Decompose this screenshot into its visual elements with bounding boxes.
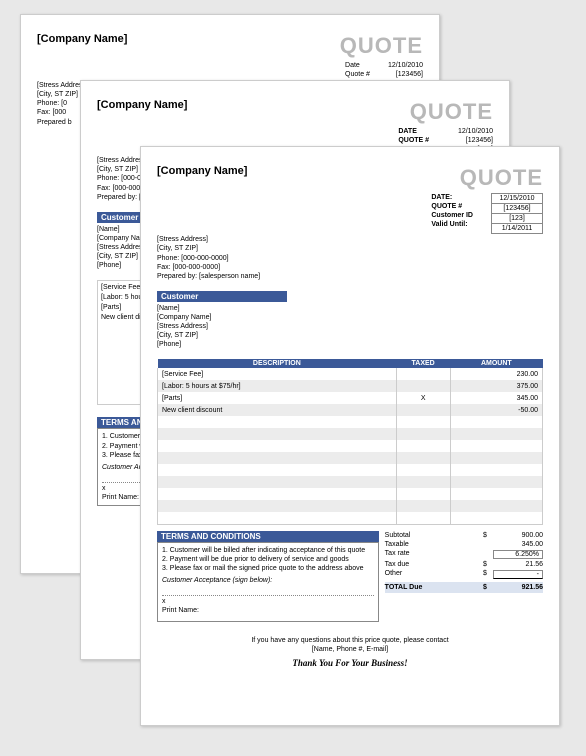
terms-box: 1. Customer will be billed after indicat… bbox=[157, 542, 379, 623]
col-amount: AMOUNT bbox=[450, 359, 542, 368]
total-due-row: TOTAL Due$921.56 bbox=[385, 582, 543, 593]
customer-block: [Name] [Company Name] [Stress Address] [… bbox=[157, 304, 543, 349]
footer: If you have any questions about this pri… bbox=[157, 636, 543, 669]
table-row: [Parts]X345.00 bbox=[158, 392, 543, 404]
table-row bbox=[158, 452, 543, 464]
line-items-table: DESCRIPTION TAXED AMOUNT [Service Fee]23… bbox=[157, 359, 543, 525]
quote-title: QUOTE bbox=[340, 33, 423, 59]
table-row bbox=[158, 500, 543, 512]
col-description: DESCRIPTION bbox=[158, 359, 397, 368]
totals-block: Subtotal$900.00 Taxable345.00 Tax rate6.… bbox=[385, 531, 543, 623]
thank-you: Thank You For Your Business! bbox=[157, 658, 543, 670]
acceptance-label: Customer Acceptance (sign below): bbox=[162, 576, 374, 585]
table-row bbox=[158, 416, 543, 428]
col-taxed: TAXED bbox=[396, 359, 450, 368]
quote-page-front: [Company Name] QUOTE DATE: QUOTE # Custo… bbox=[140, 146, 560, 726]
table-row bbox=[158, 440, 543, 452]
meta-labels: Date Quote # bbox=[345, 61, 370, 79]
table-row bbox=[158, 488, 543, 500]
print-name-label: Print Name: bbox=[162, 606, 374, 615]
table-row bbox=[158, 428, 543, 440]
table-row bbox=[158, 512, 543, 524]
company-name: [Company Name] bbox=[37, 33, 127, 45]
quote-title: QUOTE bbox=[410, 99, 493, 125]
company-name: [Company Name] bbox=[97, 99, 187, 111]
customer-header: Customer bbox=[157, 291, 287, 302]
signature-line[interactable]: x bbox=[162, 595, 374, 606]
table-row bbox=[158, 464, 543, 476]
table-row bbox=[158, 476, 543, 488]
table-row: [Service Fee]230.00 bbox=[158, 368, 543, 380]
meta-values: 12/15/2010 [123456] [123] 1/14/2011 bbox=[491, 193, 543, 233]
sender-block: [Stress Address] [City, ST ZIP] Phone: [… bbox=[157, 235, 543, 280]
quote-title: QUOTE bbox=[460, 165, 543, 191]
table-row: [Labor: 5 hours at $75/hr]375.00 bbox=[158, 380, 543, 392]
company-name: [Company Name] bbox=[157, 165, 247, 177]
terms-header: TERMS AND CONDITIONS bbox=[157, 531, 379, 542]
meta-labels: DATE: QUOTE # Customer ID Valid Until: bbox=[431, 193, 473, 233]
meta-values: 12/10/2010 [123456] bbox=[388, 61, 423, 79]
table-row: New client discount-50.00 bbox=[158, 404, 543, 416]
